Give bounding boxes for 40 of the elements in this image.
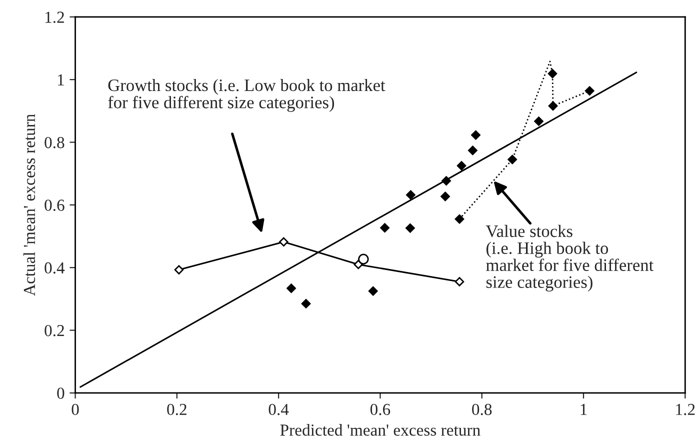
- x-tick-label: 1: [580, 404, 587, 415]
- y-tick-label: 0.4: [44, 262, 65, 274]
- point: [454, 277, 464, 286]
- x-tick-label: 0.8: [472, 404, 492, 416]
- annotation: Growth stocks (i.e. Low book to market for five different size categories): [108, 78, 386, 112]
- x-tick-label: 0.4: [268, 404, 289, 416]
- point: [548, 101, 558, 111]
- point: [507, 154, 518, 164]
- point: [406, 190, 416, 200]
- point: [470, 130, 481, 140]
- x-tick-label: 0: [72, 404, 79, 416]
- point: [279, 237, 288, 247]
- point: [358, 254, 369, 264]
- point: [368, 286, 378, 296]
- point: [548, 68, 558, 78]
- y-tick-label: 1: [58, 74, 64, 86]
- point: [454, 214, 464, 224]
- y-tick-label: 1.2: [45, 12, 64, 23]
- point: [301, 298, 311, 308]
- annotation: Value stocks (i.e. High book to market for five different size categories): [486, 224, 654, 292]
- point: [354, 260, 363, 270]
- y-axis-title: Actual 'mean' excess return: [23, 114, 36, 296]
- point: [441, 176, 452, 186]
- point: [584, 86, 594, 96]
- point: [534, 116, 544, 126]
- point: [286, 283, 296, 294]
- point: [468, 146, 478, 156]
- x-tick-label: 1.2: [676, 404, 695, 416]
- x-axis-title: Predicted 'mean' excess return: [280, 424, 480, 436]
- point: [440, 192, 450, 202]
- point: [405, 223, 416, 233]
- y-tick-label: 0.6: [44, 200, 64, 211]
- point: [456, 160, 466, 171]
- point: [174, 265, 184, 274]
- y-tick-label: 0: [57, 388, 64, 399]
- y-tick-label: 0.2: [44, 324, 64, 336]
- x-tick-label: 0.6: [370, 404, 390, 416]
- point: [380, 222, 390, 233]
- y-tick-label: 0.8: [44, 136, 64, 148]
- x-tick-label: 0.2: [167, 404, 186, 416]
